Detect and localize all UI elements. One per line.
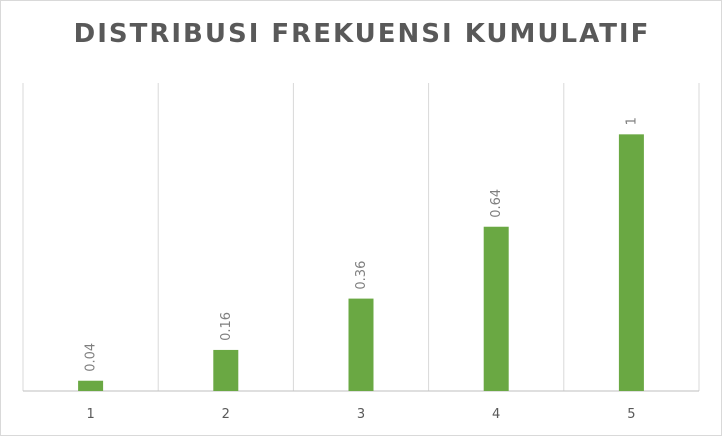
bar xyxy=(78,380,104,391)
x-tick-label: 5 xyxy=(627,407,635,422)
x-tick-label: 4 xyxy=(492,407,500,422)
x-tick-label: 1 xyxy=(86,407,94,422)
chart-title: DISTRIBUSI FREKUENSI KUMULATIF xyxy=(73,19,651,49)
data-label: 0.16 xyxy=(219,312,234,341)
data-label: 0.36 xyxy=(354,261,369,290)
bar xyxy=(213,349,239,391)
data-label: 1 xyxy=(624,117,639,125)
x-tick-label: 3 xyxy=(357,407,365,422)
data-label: 0.04 xyxy=(84,343,99,372)
bar xyxy=(483,226,509,391)
bar xyxy=(618,134,644,392)
data-label: 0.64 xyxy=(489,189,504,218)
x-tick-label: 2 xyxy=(222,407,230,422)
bar xyxy=(348,298,374,391)
